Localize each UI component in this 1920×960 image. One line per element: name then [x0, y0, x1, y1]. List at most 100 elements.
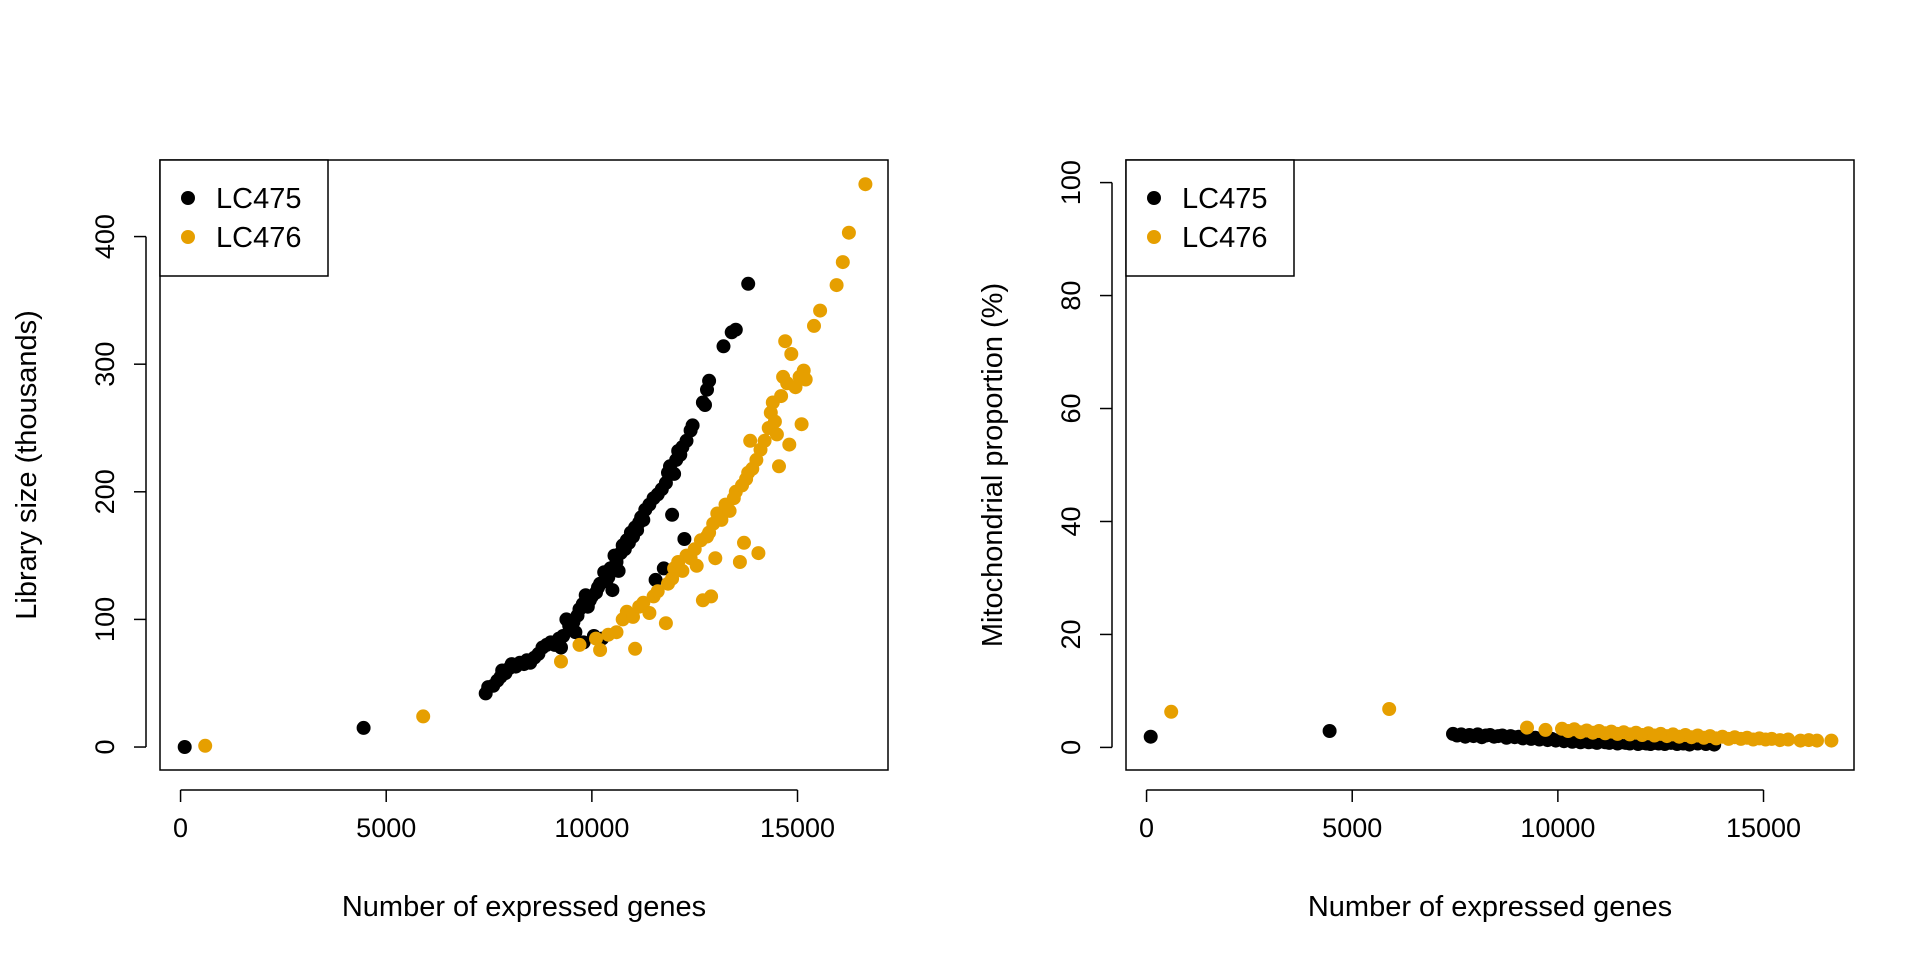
point-lc476 — [609, 625, 624, 640]
legend: LC475 LC476 — [159, 159, 329, 277]
x-tick-label: 15000 — [760, 813, 835, 843]
data-points — [177, 177, 873, 754]
legend-marker-lc475 — [1147, 191, 1161, 205]
point-lc476 — [743, 433, 758, 448]
point-lc475 — [568, 625, 583, 640]
point-lc475 — [677, 532, 692, 546]
x-axis: 0 5000 10000 15000 — [173, 789, 835, 843]
y-tick-label: 100 — [1056, 160, 1086, 205]
mitochondrial-panel: 0 5000 10000 15000 0 20 40 60 80 100 Number of e… — [977, 159, 1855, 923]
point-lc476 — [589, 631, 603, 646]
point-lc476 — [1520, 720, 1534, 735]
point-lc476 — [774, 389, 789, 404]
point-lc476 — [778, 334, 793, 349]
x-tick-label: 5000 — [1322, 813, 1382, 843]
x-tick-label: 15000 — [1726, 813, 1801, 843]
point-lc475 — [554, 640, 568, 655]
point-lc476 — [714, 512, 729, 527]
point-lc476 — [1164, 704, 1179, 719]
point-lc475 — [667, 466, 682, 481]
point-lc476 — [782, 437, 797, 452]
point-lc475 — [1143, 729, 1158, 744]
point-lc476 — [835, 255, 850, 270]
plot-frame — [159, 159, 889, 771]
legend-label-lc475: LC475 — [1182, 183, 1267, 215]
x-axis: 0 5000 10000 15000 — [1139, 789, 1801, 843]
point-lc475 — [356, 720, 371, 735]
x-tick-label: 10000 — [1520, 813, 1595, 843]
x-axis-title: Number of expressed genes — [1308, 891, 1672, 923]
point-lc475 — [728, 322, 743, 337]
point-lc475 — [685, 418, 700, 433]
y-axis-title: Mitochondrial proportion (%) — [977, 283, 1009, 647]
point-lc476 — [858, 177, 873, 192]
x-axis-title: Number of expressed genes — [342, 891, 706, 923]
point-lc476 — [554, 654, 568, 669]
point-lc476 — [572, 637, 587, 652]
x-tick-label: 0 — [173, 813, 188, 843]
x-tick-label: 0 — [1139, 813, 1154, 843]
legend-label-lc476: LC476 — [1182, 222, 1267, 254]
data-points — [1143, 702, 1839, 752]
point-lc476 — [1824, 733, 1839, 748]
x-tick-label: 5000 — [356, 813, 416, 843]
point-lc476 — [1781, 732, 1796, 747]
y-tick-label: 80 — [1056, 281, 1086, 311]
point-lc475 — [665, 507, 680, 522]
y-tick-label: 300 — [90, 342, 120, 387]
legend: LC475 LC476 — [1125, 159, 1295, 277]
point-lc476 — [772, 459, 786, 474]
point-lc476 — [416, 709, 431, 724]
legend-label-lc476: LC476 — [216, 222, 301, 254]
point-lc475 — [656, 561, 671, 576]
plot-frame — [1125, 159, 1855, 771]
point-lc476 — [751, 546, 766, 561]
point-lc475 — [702, 373, 717, 388]
point-lc476 — [737, 535, 751, 550]
point-lc476 — [813, 303, 828, 318]
point-lc476 — [1382, 702, 1397, 716]
y-tick-label: 20 — [1056, 619, 1086, 649]
point-lc475 — [698, 398, 712, 412]
point-lc476 — [798, 372, 813, 387]
point-lc476 — [1810, 733, 1824, 748]
point-lc476 — [650, 584, 665, 599]
point-lc476 — [784, 347, 799, 361]
point-lc475 — [741, 276, 756, 291]
point-lc475 — [177, 740, 192, 754]
y-tick-label: 60 — [1056, 393, 1086, 423]
point-lc475 — [611, 563, 626, 578]
y-tick-label: 40 — [1056, 506, 1086, 536]
point-lc476 — [593, 643, 608, 657]
point-lc476 — [636, 595, 651, 610]
legend-marker-lc475 — [181, 191, 195, 205]
x-tick-label: 10000 — [554, 813, 629, 843]
point-lc476 — [658, 616, 673, 631]
point-lc476 — [722, 503, 737, 518]
y-axis: 0 100 200 300 400 — [90, 214, 147, 755]
legend-label-lc475: LC475 — [216, 183, 301, 215]
library-size-panel: 0 5000 10000 15000 0 100 200 300 400 Number of … — [11, 159, 889, 923]
y-tick-label: 0 — [1056, 740, 1086, 755]
point-lc476 — [841, 225, 856, 240]
point-lc475 — [1322, 724, 1337, 738]
point-lc476 — [757, 433, 772, 448]
point-lc476 — [704, 589, 719, 604]
y-axis: 0 20 40 60 80 100 — [1056, 160, 1113, 755]
legend-box — [1125, 159, 1295, 277]
point-lc476 — [829, 278, 844, 293]
y-tick-label: 0 — [90, 740, 120, 755]
point-lc475 — [716, 339, 731, 354]
point-lc476 — [689, 558, 704, 573]
point-lc476 — [769, 427, 784, 442]
point-lc475 — [648, 572, 663, 587]
point-lc476 — [767, 414, 782, 429]
y-tick-label: 200 — [90, 469, 120, 514]
legend-box — [159, 159, 329, 277]
y-tick-label: 100 — [90, 597, 120, 642]
point-lc476 — [626, 609, 640, 624]
point-lc476 — [708, 551, 723, 566]
point-lc475 — [605, 583, 620, 598]
point-lc476 — [794, 417, 809, 432]
